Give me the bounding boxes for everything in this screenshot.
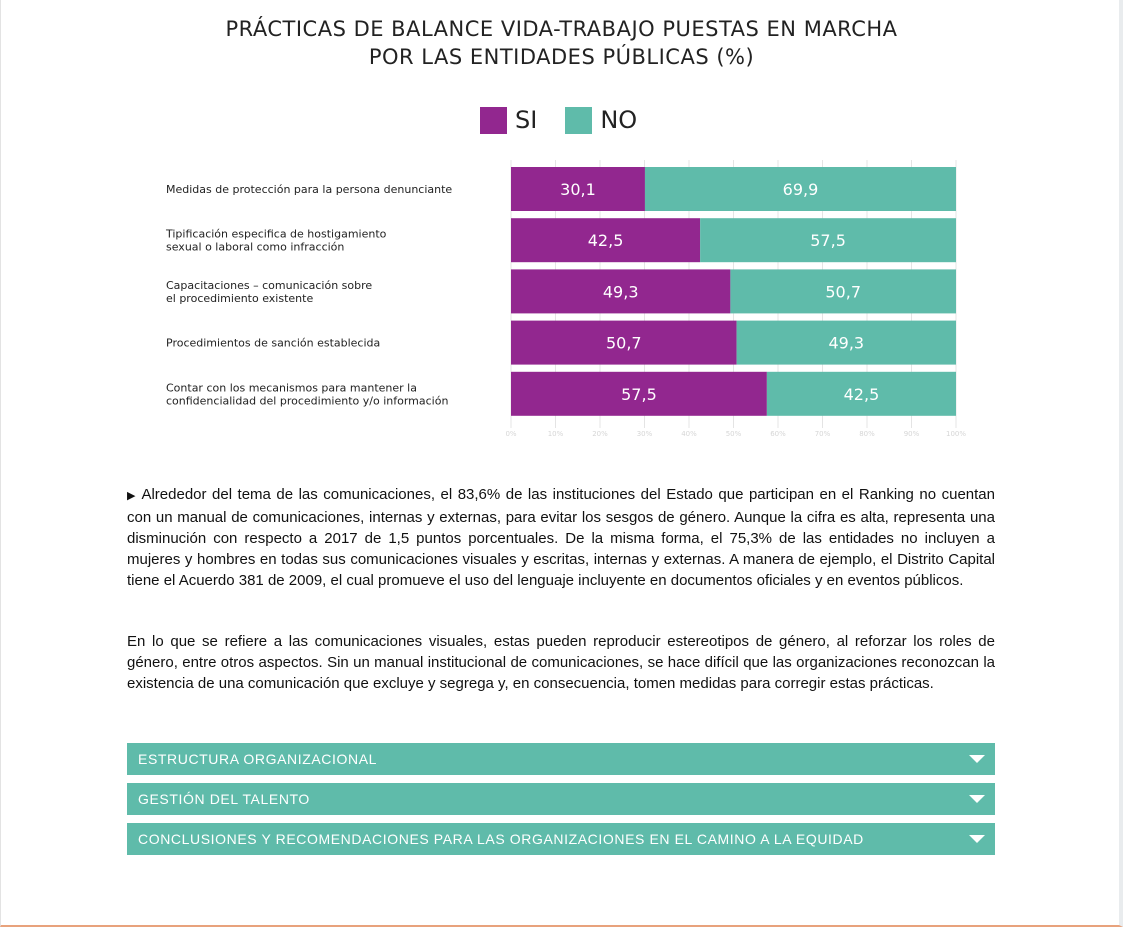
data-label: 30,1 [560,180,596,199]
legend-swatch-si [480,106,507,134]
data-label: 57,5 [621,385,657,404]
bar-no [644,167,956,211]
chart-subtitle: POR LAS ENTIDADES PÚBLICAS (%) [368,45,755,69]
category-label: Medidas de protección para la persona de… [166,183,452,196]
bar-si [511,167,645,211]
legend-label-si: SI [515,106,538,134]
legend-swatch-no [565,106,593,134]
paragraph-2-text: En lo que se refiere a las comunicacione… [127,633,995,692]
chevron-down-icon [969,755,985,763]
chevron-down-icon [969,795,985,803]
paragraph-1-text: Alrededor del tema de las comunicaciones… [127,486,995,589]
x-tick-label: 80% [859,430,875,438]
paragraph-2: En lo que se refiere a las comunicacione… [127,631,995,694]
bar-si [511,320,737,365]
chevron-down-icon [969,835,985,843]
bar-si [511,218,701,263]
accordion-estructura-organizacional[interactable]: ESTRUCTURA ORGANIZACIONAL [127,743,995,775]
data-label: 57,5 [810,231,846,250]
accordion-conclusiones[interactable]: CONCLUSIONES Y RECOMENDACIONES PARA LAS … [127,823,995,855]
x-tick-label: 100% [946,430,966,438]
category-label: Tipificación especifica de hostigamiento… [165,228,387,254]
accordion-label: GESTIÓN DEL TALENTO [138,791,310,807]
data-label: 69,9 [783,180,819,199]
data-label: 42,5 [844,385,880,404]
x-tick-label: 60% [770,430,786,438]
triangle-right-icon: ▶ [127,490,136,502]
x-tick-label: 70% [815,430,831,438]
data-label: 49,3 [828,334,864,353]
chart-title: PRÁCTICAS DE BALANCE VIDA-TRABAJO PUESTA… [225,17,898,41]
category-label: Procedimientos de sanción establecida [166,337,380,350]
data-label: 42,5 [588,231,624,250]
category-label: Capacitaciones – comunicación sobre el pr… [166,279,372,305]
accordion-gestion-talento[interactable]: GESTIÓN DEL TALENTO [127,783,995,815]
chart-legend: SI NO [480,106,665,134]
legend-item-si: SI [480,106,537,134]
paragraph-1: ▶ Alrededor del tema de las comunicacione… [127,484,995,591]
data-label: 50,7 [825,282,861,301]
bar-no [736,320,956,365]
accordion-label: CONCLUSIONES Y RECOMENDACIONES PARA LAS … [138,831,864,847]
data-label: 50,7 [606,334,642,353]
legend-label-no: NO [600,106,638,134]
stacked-bar-chart: Medidas de protección para la persona de… [165,160,966,438]
category-label: Contar con los mecanismos para mantener … [166,381,448,407]
x-tick-label: 0% [505,430,516,438]
data-label: 49,3 [603,282,639,301]
x-tick-label: 20% [592,430,608,438]
bar-no [700,218,956,263]
bar-no [730,269,956,314]
x-tick-label: 40% [681,430,697,438]
legend-item-no: NO [565,106,637,134]
accordion-label: ESTRUCTURA ORGANIZACIONAL [138,751,378,767]
bar-si [511,269,731,314]
x-tick-label: 10% [548,430,564,438]
bar-no [766,371,956,416]
x-tick-label: 50% [726,430,742,438]
bar-si [511,371,767,416]
x-tick-label: 30% [637,430,653,438]
x-tick-label: 90% [904,430,920,438]
